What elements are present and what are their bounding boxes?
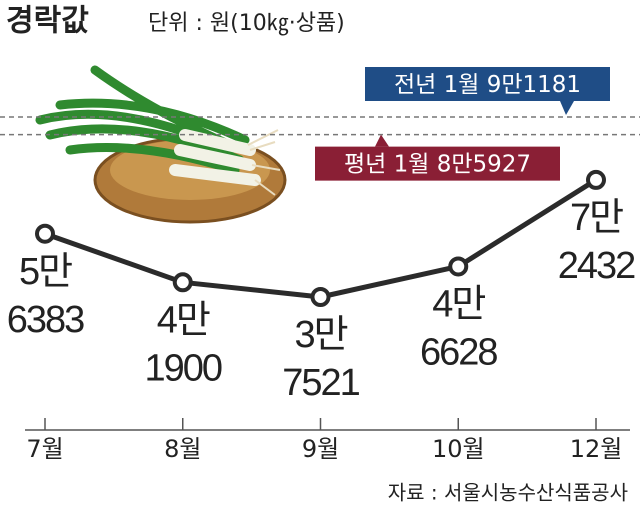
data-point bbox=[448, 256, 469, 277]
data-label: 6628 bbox=[420, 331, 497, 373]
data-point bbox=[172, 272, 193, 293]
data-label: 6383 bbox=[7, 299, 84, 341]
data-label: 4만 bbox=[432, 283, 485, 325]
data-point bbox=[35, 223, 55, 244]
data-label: 3만 bbox=[294, 314, 347, 356]
reference-name: 평년 1월 bbox=[344, 151, 429, 177]
reference-name: 전년 1월 bbox=[394, 72, 479, 98]
reference-label: 평년 1월 8만5927 bbox=[344, 151, 531, 177]
reference-value-label: 8만5927 bbox=[437, 151, 531, 177]
data-label: 4만 bbox=[157, 299, 210, 341]
reference-label: 전년 1월 9만1181 bbox=[394, 72, 581, 98]
onion-illustration bbox=[35, 65, 287, 224]
source: 자료 : 서울시농수산식품공사 bbox=[388, 481, 628, 505]
reference-label-box bbox=[365, 67, 610, 101]
reference-label-box bbox=[315, 146, 560, 181]
data-label: 7만 bbox=[570, 197, 623, 239]
x-tick-label: 9월 bbox=[302, 435, 339, 463]
x-tick-label: 7월 bbox=[26, 435, 63, 463]
chart-subtitle: 단위 : 원(10㎏·상품) bbox=[148, 11, 345, 37]
data-label: 5만 bbox=[19, 251, 72, 293]
data-label: 7521 bbox=[282, 362, 359, 404]
x-tick-label: 8월 bbox=[164, 435, 201, 463]
chart-title: 경락값 bbox=[6, 4, 89, 39]
reference-label-tail bbox=[560, 101, 574, 115]
reference-value-label: 9만1181 bbox=[487, 72, 581, 98]
reference-label-tail bbox=[375, 134, 389, 147]
data-label: 1900 bbox=[144, 347, 221, 389]
data-label: 2432 bbox=[558, 245, 635, 287]
data-point bbox=[310, 287, 331, 307]
x-tick-label: 10월 bbox=[432, 435, 485, 463]
data-point bbox=[586, 169, 606, 190]
x-tick-label: 12월 bbox=[570, 435, 623, 463]
